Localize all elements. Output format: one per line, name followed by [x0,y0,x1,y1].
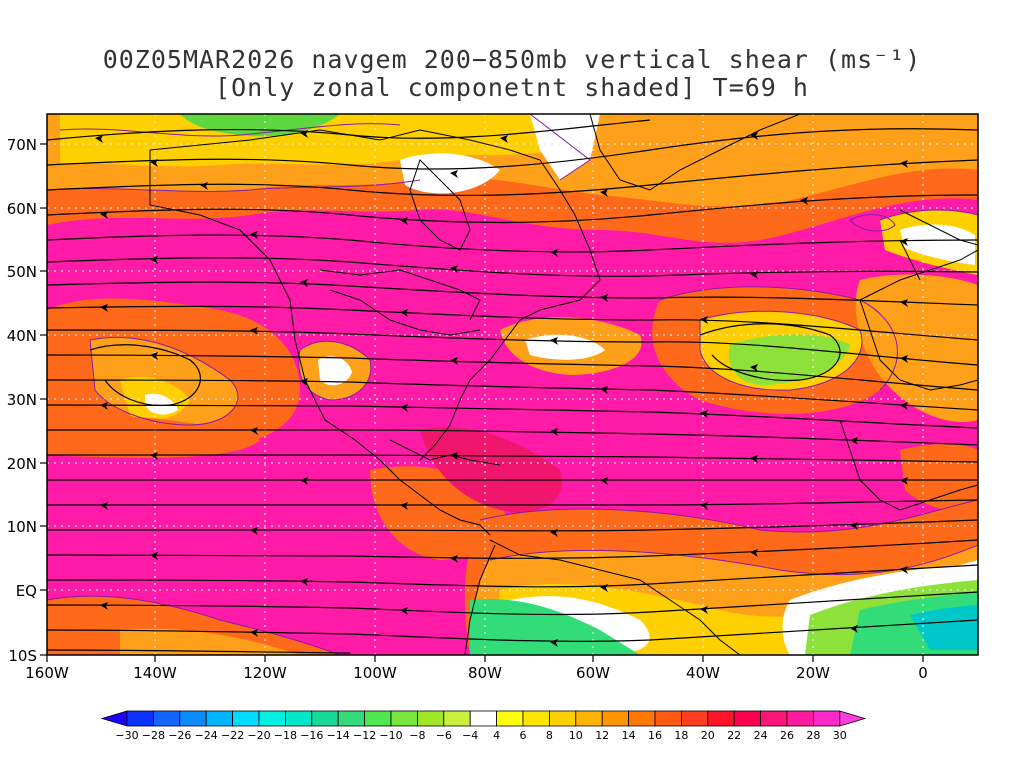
lat-label: EQ [16,582,37,600]
colorbar-label: −26 [168,729,191,742]
colorbar-label: 30 [833,729,847,742]
lat-label: 10N [7,518,37,536]
colorbar-box [469,710,498,727]
longitude-labels: 160W 140W 120W 100W 80W 60W 40W 20W 0 [25,664,928,682]
colorbar-label: −18 [274,729,297,742]
colorbar-box [337,710,366,727]
colorbar-box [496,710,524,727]
colorbar-box [179,710,207,727]
chart-title: 00Z05MAR2026 navgem 200−850mb vertical s… [102,45,922,74]
colorbar-label: 24 [754,729,768,742]
colorbar-box [443,710,471,727]
colorbar-label: 6 [520,729,527,742]
colorbar-box [416,710,445,727]
colorbar-label: −8 [409,729,425,742]
colorbar-arrow-low [100,710,128,727]
lon-label: 80W [468,664,502,682]
axis-ticks [40,143,924,662]
lon-label: 160W [25,664,69,682]
latitude-labels: 70N 60N 50N 40N 30N 20N 10N EQ 10S [7,136,37,665]
colorbar-label: 26 [780,729,794,742]
colorbar-label: −10 [379,729,402,742]
colorbar-label: −22 [221,729,244,742]
colorbar-box [364,710,392,727]
lon-label: 60W [576,664,610,682]
colorbar-box [126,710,154,727]
lon-label: 20W [796,664,830,682]
lon-label: 100W [353,664,397,682]
colorbar-boxes [100,710,867,727]
lat-label: 60N [7,200,37,218]
colorbar-label: 12 [595,729,609,742]
colorbar-label: 20 [701,729,715,742]
streamline-arrows [95,130,908,647]
colorbar-box [601,710,630,727]
colorbar-label: 10 [569,729,583,742]
plot-frame [46,113,979,656]
colorbar-label: −14 [327,729,350,742]
colorbar-label: 16 [648,729,662,742]
colorbar-box [522,710,550,727]
colorbar-box [707,710,735,727]
colorbar-box [258,710,286,727]
colorbar-label: 14 [622,729,636,742]
colorbar-label: 8 [546,729,553,742]
colorbar-box [284,710,313,727]
colorbar-box [390,710,418,727]
colorbar-box [786,710,814,727]
colorbar-label: 22 [727,729,741,742]
colorbar-label: −28 [142,729,165,742]
lat-label: 70N [7,136,37,154]
colorbar-label: −12 [353,729,376,742]
colorbar-box [575,710,603,727]
colorbar-box [311,710,339,727]
lat-label: 30N [7,391,37,409]
colorbar-label: −20 [247,729,270,742]
coastlines [149,114,978,655]
lat-label: 40N [7,327,37,345]
lat-label: 20N [7,455,37,473]
colorbar-label: −30 [115,729,138,742]
colorbar-box [733,710,762,727]
colorbar-label: −4 [462,729,478,742]
colorbar-labels: −30 −28 −26 −24 −22 −20 −18 −16 −14 −12 −10 −8 −6 −4 4… [115,729,846,742]
colorbar-box [813,710,841,727]
lon-label: 120W [243,664,287,682]
lon-label: 0 [918,664,928,682]
colorbar-label: 28 [806,729,820,742]
colorbar-arrow-high [839,710,867,727]
colorbar-box [760,710,788,727]
colorbar-label: −24 [195,729,218,742]
lat-label: 50N [7,263,37,281]
lon-label: 40W [686,664,720,682]
colorbar-label: 4 [493,729,500,742]
colorbar-label: −6 [436,729,452,742]
grid-lines [47,114,978,655]
colorbar-box [232,710,260,727]
colorbar-box [628,710,656,727]
lon-label: 140W [133,664,177,682]
colorbar-box [654,710,682,727]
colorbar-box [681,710,709,727]
colorbar-box [152,710,181,727]
colorbar-label: 18 [674,729,688,742]
colorbar-label: −16 [300,729,323,742]
lat-label: 10S [8,647,37,665]
chart-subtitle: [Only zonal componetnt shaded] T=69 h [215,73,809,102]
streamlines [47,119,978,654]
colorbar-box [549,710,577,727]
colorbar-box [205,710,233,727]
